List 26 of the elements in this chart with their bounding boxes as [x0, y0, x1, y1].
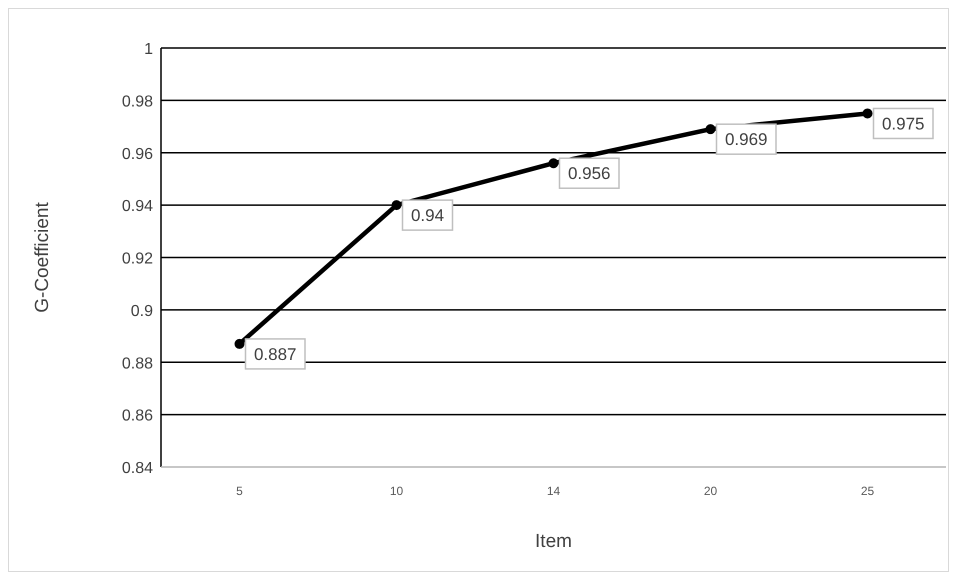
point	[392, 200, 402, 210]
y-tick-label: 0.98	[122, 93, 154, 110]
x-tick-label: 5	[236, 484, 244, 498]
data-label: 0.887	[254, 344, 297, 364]
data-label: 0.969	[724, 130, 768, 150]
point	[548, 158, 558, 168]
y-axis-title: G-Coefficient	[32, 202, 53, 313]
point	[706, 124, 716, 134]
x-tick-label: 20	[704, 484, 718, 498]
point	[234, 338, 244, 349]
x-axis-title: Item	[535, 531, 572, 552]
x-tick-label: 14	[546, 484, 560, 498]
point	[862, 108, 872, 118]
data-label: 0.94	[410, 206, 444, 226]
y-tick-label: 0.92	[122, 250, 154, 268]
x-tick-label: 25	[860, 484, 874, 498]
y-tick-label: 0.94	[122, 198, 154, 216]
x-tick-label: 10	[390, 484, 404, 498]
data-label: 0.956	[568, 164, 611, 184]
y-tick-label: 0.84	[122, 460, 154, 477]
y-tick-label: 0.86	[122, 408, 154, 425]
data-label: 0.975	[882, 114, 925, 134]
y-tick-label: 0.96	[122, 146, 154, 163]
y-tick-label: 1	[144, 41, 154, 58]
y-tick-label: 0.9	[130, 302, 154, 320]
y-tick-label: 0.88	[122, 355, 154, 372]
